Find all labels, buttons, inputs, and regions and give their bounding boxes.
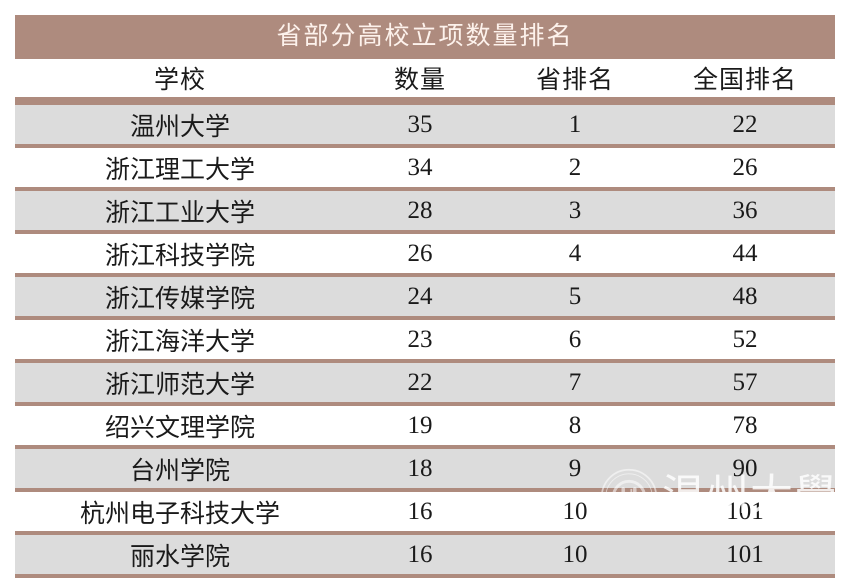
cell-count: 23: [407, 325, 433, 353]
cell-count: 16: [407, 497, 433, 525]
cell-nation-rank: 48: [732, 282, 758, 310]
cell-school: 浙江科技学院: [104, 242, 255, 270]
cell-nation-rank: 52: [732, 325, 758, 353]
column-header-school: 学校: [153, 67, 206, 94]
cell-count: 34: [407, 153, 433, 181]
table-row: 浙江海洋大学 23 6 52: [15, 320, 835, 359]
table-title: 省部分高校立项数量排名: [15, 15, 835, 59]
column-header-nation-rank: 全国排名: [692, 67, 797, 94]
cell-school: 绍兴文理学院: [104, 414, 255, 442]
cell-prov-rank: 1: [568, 110, 582, 138]
cell-prov-rank: 10: [562, 540, 588, 568]
table-row: 浙江工业大学 28 3 36: [15, 187, 835, 234]
page-root: 省部分高校立项数量排名 学校 数量 省排名 全国排名 温州大学 35 1 22 …: [15, 15, 835, 578]
cell-nation-rank: 57: [732, 368, 758, 396]
cell-prov-rank: 10: [562, 497, 588, 525]
table-row: 温州大学 35 1 22: [15, 101, 835, 148]
table-row: 台州学院 18 9 90: [15, 445, 835, 492]
table-row: 浙江传媒学院 24 5 48: [15, 273, 835, 320]
cell-school: 台州学院: [129, 457, 230, 485]
table-row: 浙江理工大学 34 2 26: [15, 148, 835, 187]
cell-prov-rank: 8: [568, 411, 582, 439]
ranking-table: 省部分高校立项数量排名 学校 数量 省排名 全国排名 温州大学 35 1 22 …: [15, 15, 835, 578]
cell-school: 浙江师范大学: [104, 371, 255, 399]
cell-count: 35: [407, 110, 433, 138]
cell-nation-rank: 101: [726, 497, 764, 525]
table-row: 浙江师范大学 22 7 57: [15, 359, 835, 406]
table-row: 浙江科技学院 26 4 44: [15, 234, 835, 273]
cell-school: 丽水学院: [129, 543, 230, 571]
cell-nation-rank: 26: [732, 153, 758, 181]
cell-prov-rank: 9: [568, 454, 582, 482]
cell-school: 浙江工业大学: [104, 199, 255, 227]
cell-count: 18: [407, 454, 433, 482]
cell-nation-rank: 90: [732, 454, 758, 482]
cell-prov-rank: 4: [568, 239, 582, 267]
cell-school: 温州大学: [129, 113, 230, 141]
table-header-row: 学校 数量 省排名 全国排名: [15, 59, 835, 101]
cell-school: 杭州电子科技大学: [79, 500, 280, 528]
cell-count: 28: [407, 196, 433, 224]
cell-prov-rank: 7: [568, 368, 582, 396]
column-header-prov-rank: 省排名: [535, 67, 614, 94]
cell-nation-rank: 44: [732, 239, 758, 267]
cell-count: 24: [407, 282, 433, 310]
cell-school: 浙江海洋大学: [104, 328, 255, 356]
table-row: 杭州电子科技大学 16 10 101: [15, 492, 835, 531]
cell-count: 26: [407, 239, 433, 267]
cell-count: 16: [407, 540, 433, 568]
cell-nation-rank: 22: [732, 110, 758, 138]
cell-count: 19: [407, 411, 433, 439]
cell-nation-rank: 101: [726, 540, 764, 568]
column-header-count: 数量: [393, 67, 446, 94]
cell-prov-rank: 2: [568, 153, 582, 181]
cell-prov-rank: 5: [568, 282, 582, 310]
cell-nation-rank: 78: [732, 411, 758, 439]
cell-count: 22: [407, 368, 433, 396]
table-row: 绍兴文理学院 19 8 78: [15, 406, 835, 445]
cell-prov-rank: 6: [568, 325, 582, 353]
table-row: 丽水学院 16 10 101: [15, 531, 835, 578]
cell-school: 浙江传媒学院: [104, 285, 255, 313]
cell-school: 浙江理工大学: [104, 156, 255, 184]
cell-nation-rank: 36: [732, 196, 758, 224]
cell-prov-rank: 3: [568, 196, 582, 224]
